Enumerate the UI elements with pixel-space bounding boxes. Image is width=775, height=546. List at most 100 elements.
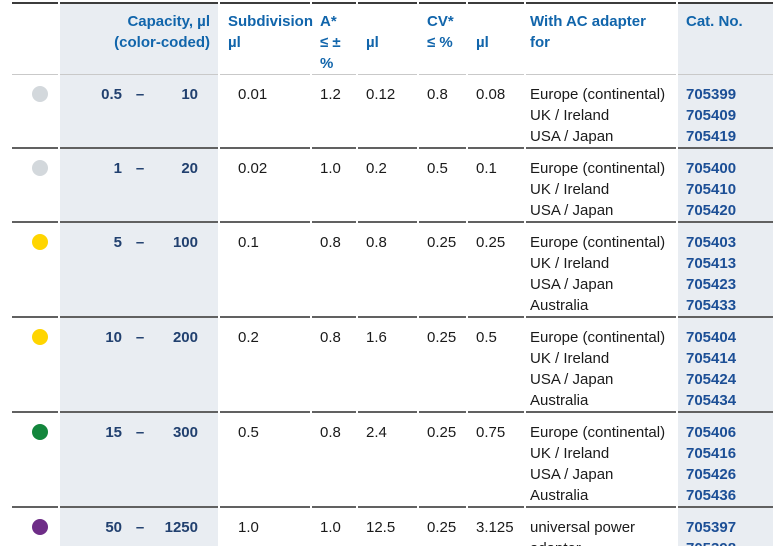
region-line: UK / Ireland [530,445,610,462]
cat-no-cell: 705404 705414 705424 705434 [678,318,773,413]
header-cv-line1: CV* [427,13,454,30]
table-header: Capacity, µl (color-coded) Subdivision µ… [12,2,773,75]
cv-ul-value: 3.125 [468,508,524,546]
region-line: USA / Japan [530,466,614,483]
header-accuracy-ul: µl [358,2,417,75]
region-line: USA / Japan [530,276,614,293]
cat-no: 705406 [686,424,737,441]
region-line: Australia [530,487,589,504]
cat-no: 705416 [686,445,737,462]
table-body: 0.5 – 10 0.01 1.2 0.12 0.8 0.08 Europe (… [12,75,773,546]
subdivision-value: 0.01 [220,75,310,149]
capacity-max: 200 [172,329,198,346]
capacity-min: 15 [105,424,122,441]
regions-cell: Europe (continental) UK / Ireland USA / … [526,75,676,149]
cat-no: 705434 [686,392,737,409]
cat-no: 705414 [686,350,737,367]
cat-no-cell: 705403 705413 705423 705433 [678,223,773,318]
header-accuracy: A* ≤ ± % [312,2,356,75]
cat-no: 705397 [686,519,737,536]
capacity-cell: 0.5 – 10 [60,75,218,149]
cv-pct-value: 0.25 [419,223,466,318]
cat-no: 705426 [686,466,737,483]
capacity-cell: 5 – 100 [60,223,218,318]
color-dot-green [32,424,48,440]
cat-no: 705400 [686,160,737,177]
capacity-max: 300 [172,424,198,441]
cat-no: 705398 [686,538,773,546]
cv-ul-value: 0.5 [468,318,524,413]
accuracy-pct-value: 0.8 [312,223,356,318]
regions-cell: Europe (continental) UK / Ireland USA / … [526,413,676,508]
capacity-max: 1250 [164,519,198,536]
subdivision-value: 0.2 [220,318,310,413]
color-dot-gray [32,160,48,176]
capacity-cell: 10 – 200 [60,318,218,413]
region-line: Europe (continental) [530,160,666,177]
header-cat-no-label: Cat. No. [686,13,743,30]
cat-no: 705410 [686,181,737,198]
cv-pct-value: 0.8 [419,75,466,149]
header-accuracy-ul-label: µl [366,34,379,51]
capacity-min: 50 [105,519,122,536]
region-line: universal power adapter [530,519,636,546]
cat-no: 705399 [686,86,737,103]
cat-no-cell: 705400 705410 705420 [678,149,773,223]
cat-no: 705420 [686,202,737,219]
accuracy-ul-value: 0.12 [358,75,417,149]
cat-no-cell: 705406 705416 705426 705436 [678,413,773,508]
table-row: 1 – 20 0.02 1.0 0.2 0.5 0.1 Europe (cont… [12,149,773,223]
header-capacity: Capacity, µl (color-coded) [60,2,218,75]
pipette-spec-table: Capacity, µl (color-coded) Subdivision µ… [10,2,775,546]
capacity-max: 20 [181,160,198,177]
region-line: Australia [530,392,589,409]
cat-no-cell: 705397 705398 [678,508,773,546]
capacity-max: 100 [172,234,198,251]
table-row: 5 – 100 0.1 0.8 0.8 0.25 0.25 Europe (co… [12,223,773,318]
capacity-min: 5 [113,234,122,251]
accuracy-pct-value: 1.0 [312,149,356,223]
table-row: 15 – 300 0.5 0.8 2.4 0.25 0.75 Europe (c… [12,413,773,508]
range-dash: – [135,234,145,251]
cv-ul-value: 0.75 [468,413,524,508]
cat-no: 705409 [686,107,737,124]
regions-cell: Europe (continental) UK / Ireland USA / … [526,149,676,223]
region-line: USA / Japan [530,371,614,388]
table-row: 50 – 1250 1.0 1.0 12.5 0.25 3.125 univer… [12,508,773,546]
cat-no: 705433 [686,297,737,314]
cv-pct-value: 0.25 [419,318,466,413]
region-line: Europe (continental) [530,329,666,346]
region-line: UK / Ireland [530,107,610,124]
header-ac-adapter-line1: With AC adapter [530,13,646,30]
region-line: Australia [530,297,589,314]
color-dot-yellow [32,234,48,250]
cat-no: 705424 [686,371,737,388]
header-ac-adapter-line2: for [530,34,550,51]
capacity-cell: 50 – 1250 [60,508,218,546]
header-subdivision-line2: µl [228,34,241,51]
accuracy-pct-value: 1.0 [312,508,356,546]
accuracy-pct-value: 0.8 [312,413,356,508]
range-dash: – [135,329,145,346]
cv-ul-value: 0.08 [468,75,524,149]
cv-ul-value: 0.1 [468,149,524,223]
range-dash: – [135,424,145,441]
cat-no: 705413 [686,255,737,272]
header-accuracy-line2: ≤ ± % [320,34,341,72]
table-row: 0.5 – 10 0.01 1.2 0.12 0.8 0.08 Europe (… [12,75,773,149]
cv-pct-value: 0.25 [419,508,466,546]
accuracy-ul-value: 0.2 [358,149,417,223]
header-cv-ul-label: µl [476,34,489,51]
region-line: USA / Japan [530,128,614,145]
region-line: Europe (continental) [530,424,666,441]
header-capacity-line1: Capacity, µl [127,13,210,30]
header-ac-adapter: With AC adapter for [526,2,676,75]
cat-no: 705403 [686,234,737,251]
accuracy-ul-value: 12.5 [358,508,417,546]
regions-cell: Europe (continental) UK / Ireland USA / … [526,318,676,413]
region-line: UK / Ireland [530,350,610,367]
header-subdivision: Subdivision µl [220,2,313,75]
region-line: UK / Ireland [530,181,610,198]
cv-ul-value: 0.25 [468,223,524,318]
range-dash: – [135,160,145,177]
